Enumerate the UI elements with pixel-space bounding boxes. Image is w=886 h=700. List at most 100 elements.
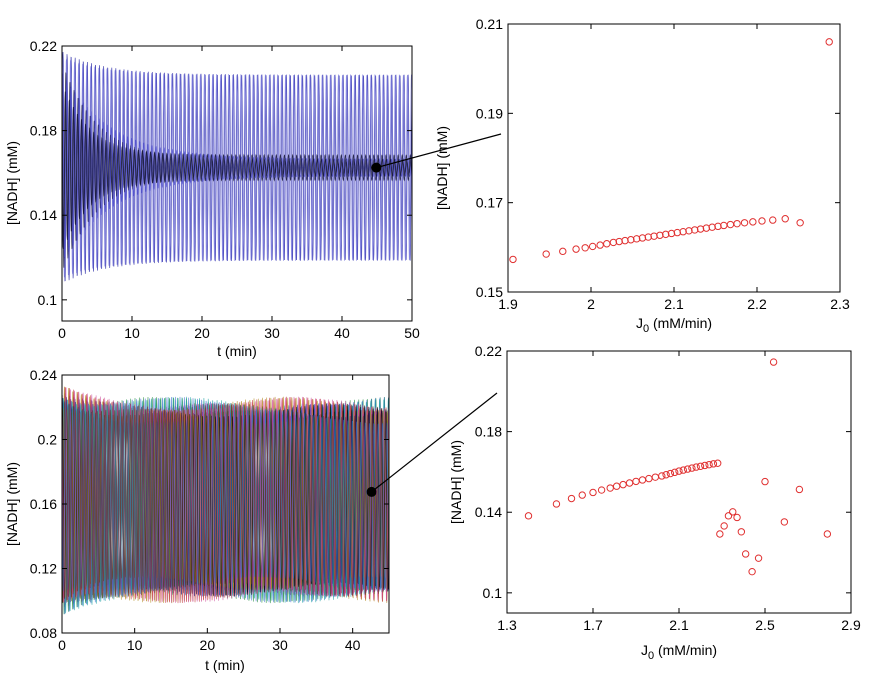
scatter-point	[733, 513, 741, 522]
x-tick-label: 2.9	[841, 617, 861, 633]
y-tick-label: 0.2	[38, 432, 58, 448]
scatter-point	[737, 528, 746, 536]
scatter-point	[691, 226, 699, 234]
y-axis-label: [NADH] (mM)	[448, 440, 464, 524]
x-tick-label: 2.3	[830, 296, 850, 312]
axes-ticks: 1.9 2 2.1 2.2 2.3 0.15 0.17 0.19 0.21	[476, 16, 850, 312]
scatter-point	[675, 467, 683, 475]
x-tick-label: 20	[200, 637, 216, 653]
scatter-point	[666, 469, 675, 478]
scatter-point	[679, 228, 687, 236]
scatter-point	[609, 238, 618, 247]
x-tick-label: 10	[124, 325, 140, 341]
scatter-point	[606, 484, 614, 492]
axes-ticks: 0 10 20 30 40 50 0.1 0.14 0.18 0.22	[30, 38, 420, 341]
x-tick-label: 2.1	[669, 617, 689, 633]
scatter-point	[769, 216, 777, 224]
scatter-point	[741, 550, 750, 558]
scatter-point	[758, 217, 766, 225]
x-tick-label: 2.5	[755, 617, 775, 633]
scatter-point	[692, 463, 700, 471]
scatter-point	[650, 232, 658, 240]
scatter-point	[740, 219, 749, 227]
connectors	[366, 133, 502, 497]
y-tick-label: 0.19	[476, 105, 503, 121]
scatter-point	[724, 512, 733, 520]
x-tick-label: 40	[345, 637, 361, 653]
y-axis-label: [NADH] (mM)	[434, 126, 450, 210]
x-tick-label: 30	[264, 325, 280, 341]
scatter-point	[748, 567, 756, 576]
scatter-point	[795, 485, 804, 494]
scatter-point	[627, 236, 635, 244]
panel-bottom-left: 0 10 20 30 40 0.08 0.12 0.16 0.2 0.24 t (min) [NA…	[4, 367, 390, 673]
scatter-point	[632, 235, 641, 243]
x-tick-label: 0	[58, 637, 66, 653]
series-line	[61, 73, 413, 259]
scatter-point	[688, 464, 696, 472]
scatter-point	[567, 494, 576, 503]
scatter-point	[662, 230, 670, 239]
scatter-point	[572, 245, 580, 253]
x-tick-label: 40	[334, 325, 350, 341]
scatter-points	[524, 358, 832, 576]
series-line	[61, 51, 413, 282]
axes-ticks: 1.3 1.7 2.1 2.5 2.9 0.1 0.14 0.18 0.22	[475, 343, 861, 633]
plot-area	[507, 351, 851, 613]
scatter-point	[644, 233, 652, 241]
scatter-point	[524, 512, 533, 520]
x-tick-label: 50	[404, 325, 420, 341]
y-axis-label: [NADH] (mM)	[4, 462, 20, 546]
scatter-point	[696, 225, 705, 233]
scatter-point	[685, 227, 693, 235]
x-axis-label: t (min)	[205, 657, 245, 673]
y-tick-label: 0.21	[476, 16, 503, 32]
scatter-point	[638, 234, 647, 242]
x-tick-label: 0	[58, 325, 66, 341]
scatter-point	[720, 522, 728, 530]
series-traces	[61, 51, 413, 282]
y-tick-label: 0.15	[476, 284, 503, 300]
scatter-point	[658, 472, 666, 480]
x-tick-label: 30	[272, 637, 288, 653]
scatter-point	[509, 255, 517, 264]
y-tick-label: 0.14	[475, 504, 502, 520]
scatter-point	[769, 358, 778, 366]
x-axis-label: t (min)	[217, 343, 257, 359]
x-tick-label: 1.9	[498, 296, 518, 312]
x-tick-label: 2.1	[664, 296, 684, 312]
scatter-point	[552, 500, 561, 508]
scatter-point	[621, 236, 629, 245]
scatter-point	[615, 237, 623, 246]
highlight-point	[371, 162, 382, 173]
scatter-point	[679, 466, 687, 474]
connector-line	[371, 392, 498, 493]
scatter-point	[581, 244, 589, 252]
y-tick-label: 0.17	[476, 195, 503, 211]
x-tick-label: 20	[194, 325, 210, 341]
scatter-point	[542, 250, 550, 258]
scatter-point	[825, 38, 833, 46]
y-tick-label: 0.18	[30, 123, 57, 139]
y-tick-label: 0.1	[483, 585, 503, 601]
scatter-point	[749, 218, 757, 226]
y-tick-label: 0.22	[475, 343, 502, 359]
scatter-point	[714, 459, 722, 467]
panel-top-right: 1.9 2 2.1 2.2 2.3 0.15 0.17 0.19 0.21 J0 (mM/min…	[434, 16, 850, 335]
y-tick-label: 0.18	[475, 424, 502, 440]
scatter-point	[754, 554, 763, 562]
scatter-point	[702, 224, 711, 232]
highlight-point	[366, 486, 377, 497]
connector-line	[376, 133, 502, 169]
scatter-point	[588, 242, 597, 251]
scatter-point	[708, 223, 716, 231]
scatter-point	[667, 229, 676, 238]
scatter-point	[673, 228, 682, 237]
y-tick-label: 0.14	[30, 207, 57, 223]
y-tick-label: 0.16	[30, 496, 57, 512]
y-tick-label: 0.08	[30, 625, 57, 641]
scatter-point	[780, 518, 789, 526]
scatter-point	[823, 530, 832, 538]
scatter-point	[656, 231, 664, 239]
y-tick-label: 0.1	[38, 292, 58, 308]
